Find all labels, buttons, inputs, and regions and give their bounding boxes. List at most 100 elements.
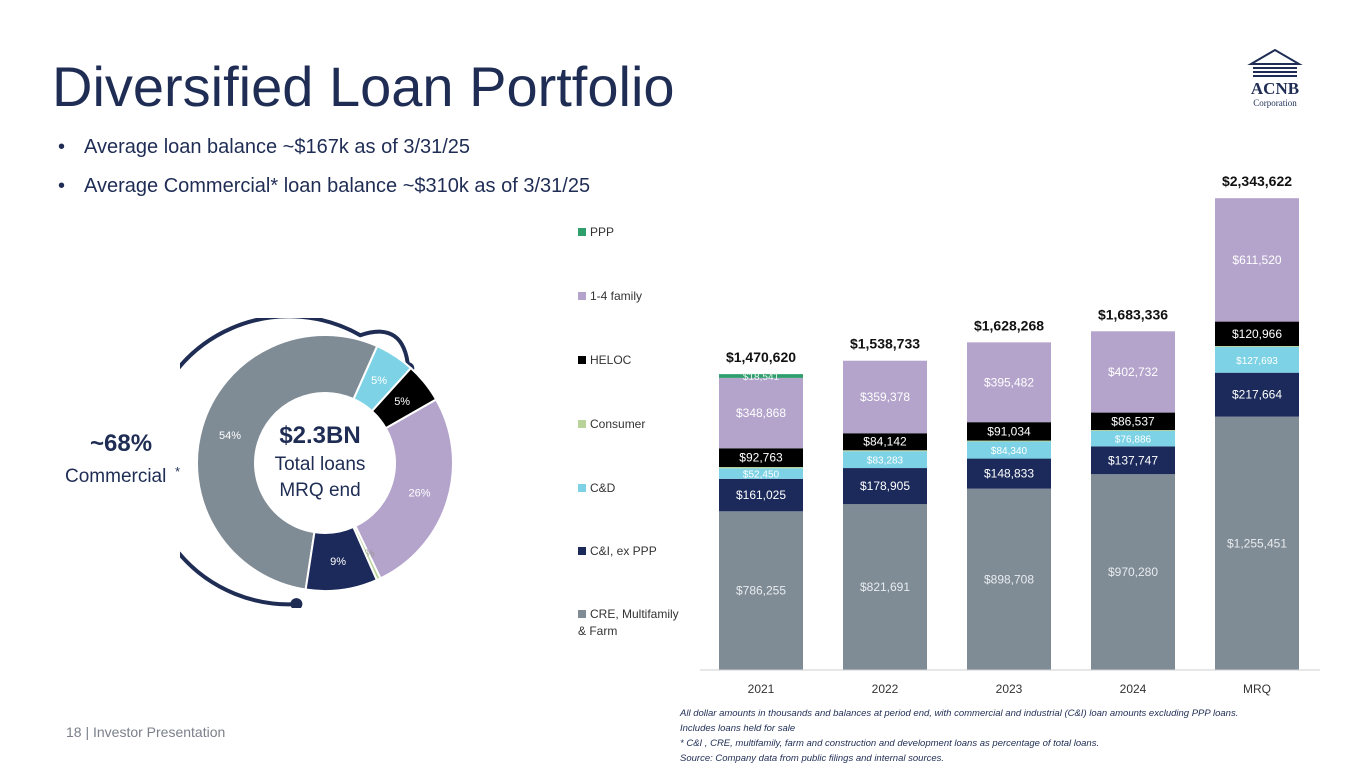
total-loans-label: Total loans	[274, 454, 366, 475]
footnote-line: Includes loans held for sale	[680, 723, 796, 734]
bar-segment	[1215, 416, 1299, 670]
bar-value-label: $786,255	[736, 584, 786, 598]
donut-slice	[354, 398, 454, 580]
bar-total-label: $1,683,336	[1098, 306, 1168, 322]
bar-value-label: $970,280	[1108, 565, 1158, 579]
bar-segment	[967, 458, 1051, 489]
donut-slice-label: 9%	[330, 556, 346, 568]
bar-value-label: $84,142	[863, 435, 907, 449]
bar-segment	[843, 451, 927, 469]
x-tick-label: 2022	[872, 682, 899, 696]
legend-label: 1-4 family	[590, 289, 643, 303]
bar-segment	[843, 504, 927, 670]
bars: $786,255 $161,025 $52,450 $92,763 $348,868 $1…	[719, 198, 1299, 670]
bar-segment	[967, 342, 1051, 423]
donut-slice-label: 5%	[394, 396, 410, 408]
slide-footer: 18 | Investor Presentation	[66, 724, 226, 740]
bar-segment	[719, 374, 803, 378]
bar-segment	[843, 360, 927, 434]
footnote-line: * C&I , CRE, multifamily, farm and const…	[680, 738, 1100, 749]
logo-sub: Corporation	[1253, 98, 1297, 108]
bar-segment	[719, 511, 803, 670]
bar-value-label: $92,763	[739, 451, 783, 465]
bullet-text: Average Commercial* loan balance ~$310k …	[84, 175, 591, 197]
legend-label: C&D	[590, 481, 616, 495]
legend-item-cd: C&D	[578, 481, 615, 495]
footnote-line: All dollar amounts in thousands and bala…	[680, 708, 1239, 719]
legend-item-ppp: PPP	[578, 225, 614, 239]
bar-value-label: $402,732	[1108, 365, 1158, 379]
bullet-dot: •	[58, 136, 66, 158]
legend-swatch	[578, 547, 586, 555]
bar-segment	[967, 488, 1051, 670]
bar-value-label: $161,025	[736, 488, 786, 502]
logo-name: ACNB	[1251, 79, 1299, 98]
bar-value-label: $52,450	[743, 470, 780, 481]
legend-swatch	[578, 610, 586, 618]
bar-value-label: $359,378	[860, 390, 910, 404]
bar-value-label: $18,541	[743, 372, 780, 383]
commercial-percentage: ~68%	[90, 430, 153, 457]
bar-label-bg	[720, 449, 802, 466]
legend-label: C&I, ex PPP	[590, 544, 657, 558]
x-axis-ticks: 2021 2022 2023 2024 MRQ	[748, 682, 1271, 696]
bar-value-label: $217,664	[1232, 388, 1282, 402]
legend-swatch	[578, 420, 586, 428]
acnb-logo: ACNB Corporation	[1247, 48, 1303, 108]
bar-value-label: $395,482	[984, 375, 1034, 389]
bar-value-label: $178,905	[860, 479, 910, 493]
commercial-asterisk: *	[175, 464, 181, 479]
bar-value-label: $1,255,451	[1227, 536, 1287, 550]
bar-segment	[719, 478, 803, 512]
legend-item-ci: C&I, ex PPP	[578, 544, 657, 558]
bar-segment	[967, 441, 1051, 459]
bar-segment	[1215, 346, 1299, 373]
bar-value-label: $898,708	[984, 572, 1034, 586]
page-title: Diversified Loan Portfolio	[52, 55, 675, 118]
commercial-label: Commercial	[65, 466, 167, 487]
footnotes: All dollar amounts in thousands and bala…	[680, 706, 1340, 766]
bar-segment	[1091, 430, 1175, 431]
total-loans-period: MRQ end	[279, 480, 361, 501]
bar-segment	[1091, 474, 1175, 670]
bar-label-bg	[1216, 325, 1298, 342]
bullet-dot: •	[58, 175, 66, 197]
bar-value-label: $127,693	[1236, 356, 1278, 367]
bar-value-label: $148,833	[984, 467, 1034, 481]
donut-slices: 54%5%5%26%0%9%	[196, 334, 454, 592]
commercial-arc	[180, 318, 411, 607]
legend-label: Consumer	[590, 417, 646, 431]
legend-label: PPP	[590, 225, 615, 239]
donut-slice	[304, 525, 379, 592]
bar-segment	[1091, 446, 1175, 475]
bar-value-label: $611,520	[1232, 253, 1281, 267]
bar-total-label: $1,538,733	[850, 336, 920, 352]
legend-swatch	[578, 356, 586, 364]
bullet-text: Average loan balance ~$167k as of 3/31/2…	[84, 136, 471, 158]
legend-swatch	[578, 292, 586, 300]
donut-slice-label: 26%	[409, 487, 431, 499]
arc-end-bottom	[290, 598, 303, 608]
donut-slice-label: 54%	[219, 430, 241, 442]
bar-label-bg	[844, 433, 926, 450]
x-tick-label: 2021	[748, 682, 775, 696]
legend-swatch	[578, 484, 586, 492]
legend-item-heloc: HELOC	[578, 353, 631, 367]
bar-segment	[719, 468, 803, 479]
bar-segment	[1215, 346, 1299, 347]
footnote-line: Source: Company data from public filings…	[680, 753, 945, 764]
x-tick-label: MRQ	[1243, 682, 1271, 696]
donut-chart: 54%5%5%26%0%9%	[180, 318, 454, 608]
bar-value-label: $91,034	[987, 424, 1031, 438]
bullet-average-commercial: • Average Commercial* loan balance ~$310k…	[58, 175, 590, 198]
bar-value-label: $83,283	[867, 456, 904, 467]
bar-value-label: $348,868	[736, 406, 786, 420]
x-tick-label: 2024	[1120, 682, 1147, 696]
legend-item-consumer: Consumer	[578, 417, 645, 431]
bar-value-label: $86,537	[1111, 414, 1155, 428]
legend-item-1-4-family: 1-4 family	[578, 289, 642, 303]
bar-segment	[1215, 372, 1299, 417]
bar-segment	[967, 440, 1051, 442]
bar-value-label: $84,340	[991, 446, 1028, 457]
bar-total-label: $1,470,620	[726, 349, 796, 365]
